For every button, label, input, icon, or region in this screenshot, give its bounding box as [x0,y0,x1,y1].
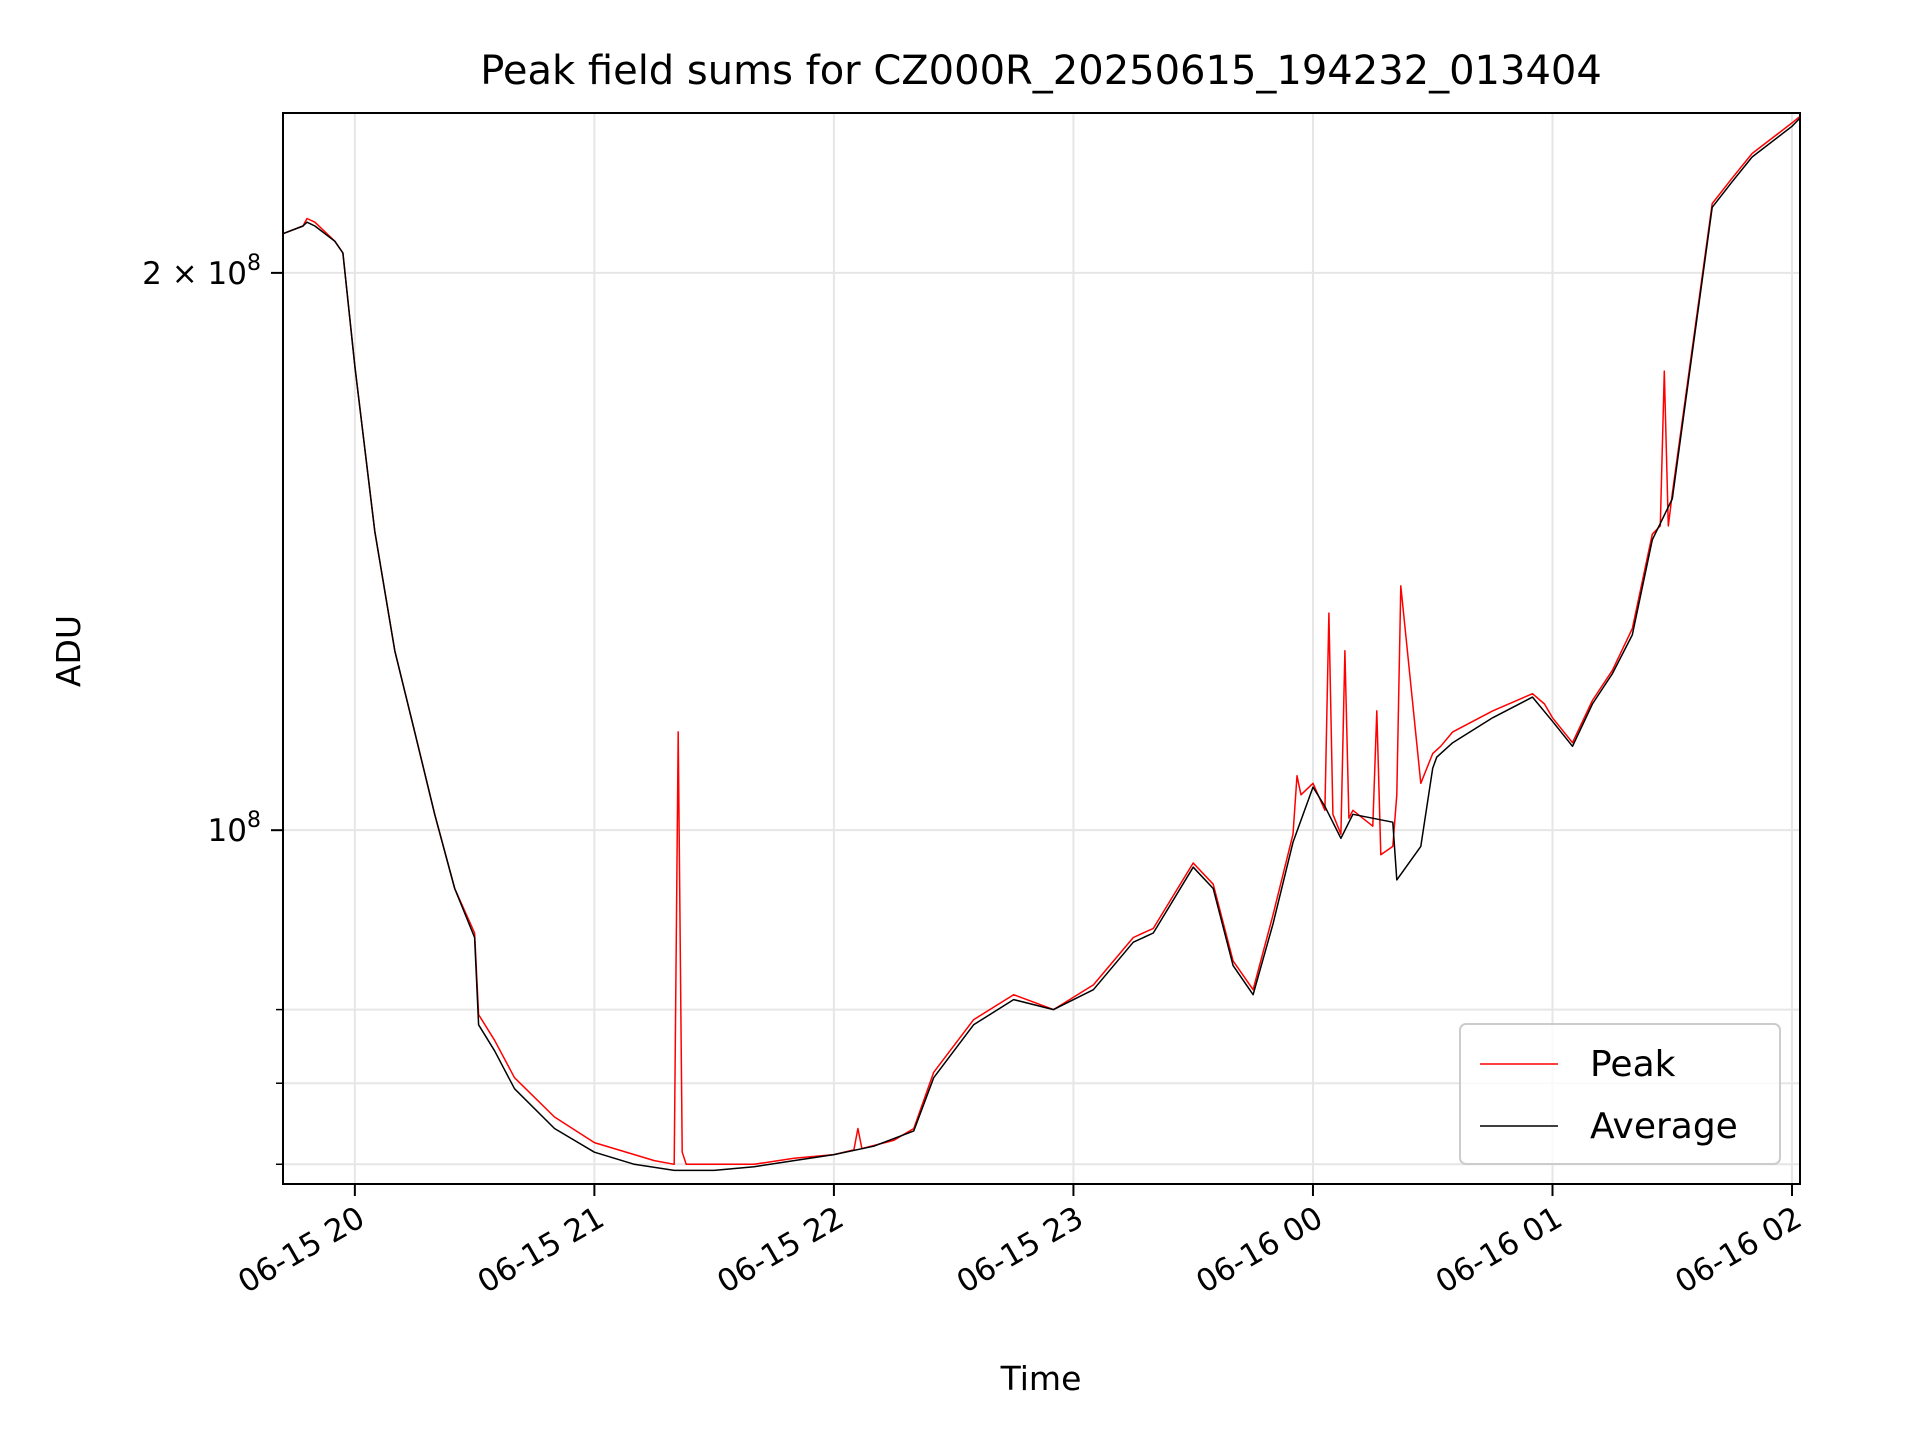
plot-frame [282,112,1801,1185]
legend-box [1459,1023,1781,1165]
chart-title: Peak field sums for CZ000R_20250615_1942… [480,48,1602,94]
series-line-peak [282,115,1801,1166]
series-line-average [282,117,1801,1172]
y-tick-label: 2 × 108 [142,251,261,292]
y-tick-label: 108 [208,808,261,849]
legend-label-peak: Peak [1590,1044,1676,1085]
legend: Peak Average [1459,1023,1781,1165]
y-axis-label: ADU [49,615,88,687]
legend-label-average: Average [1590,1106,1738,1147]
series-layer [282,115,1801,1172]
x-axis-label: Time [1000,1359,1082,1398]
